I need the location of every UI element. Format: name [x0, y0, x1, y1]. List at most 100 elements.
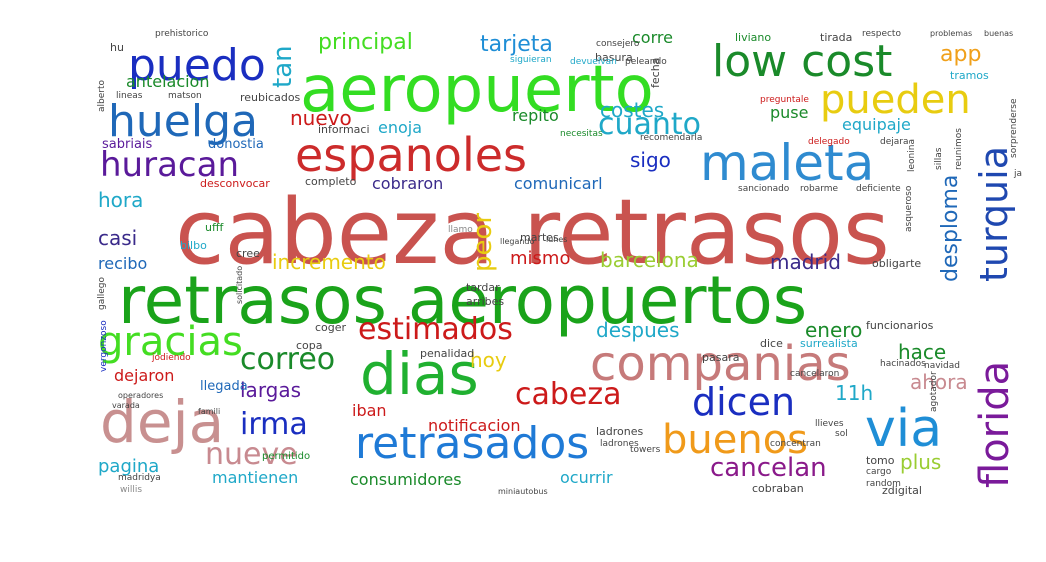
word: operadores	[118, 391, 164, 400]
word: tramos	[950, 69, 989, 82]
word: cobraban	[752, 482, 804, 495]
word: dice	[760, 337, 783, 350]
word: sigo	[630, 148, 671, 172]
word: leonina	[907, 139, 917, 172]
word: cuanto	[598, 107, 702, 142]
word: huracan	[100, 145, 239, 185]
word: 11h	[835, 381, 874, 405]
word: mismo	[510, 248, 571, 269]
word: ufff	[205, 221, 224, 234]
word: penalidad	[420, 347, 475, 360]
word: lineas	[116, 91, 143, 101]
word: sol	[835, 429, 848, 439]
word: huelga	[108, 96, 258, 147]
word: sorprenderse	[1009, 98, 1019, 158]
word: dicen	[692, 380, 796, 424]
word: maleta	[700, 134, 875, 192]
word: siguieran	[510, 55, 552, 65]
word: funcionarios	[866, 319, 934, 332]
word: enero	[805, 318, 863, 342]
word: reubicados	[240, 91, 301, 104]
word: peor	[468, 212, 498, 272]
word: peleando	[625, 57, 667, 67]
word: delegado	[808, 137, 850, 147]
word: sillas	[934, 147, 944, 170]
word: pasara	[702, 351, 740, 364]
word: hace	[898, 340, 947, 364]
word: retrasos aeropuertos	[118, 262, 808, 339]
word: recomendarla	[640, 133, 703, 143]
word: costes	[600, 98, 665, 122]
word: matson	[168, 91, 202, 101]
word: puedo	[128, 40, 266, 91]
word: via	[865, 399, 943, 459]
word: barcelona	[600, 248, 699, 272]
word: solicitado	[235, 265, 244, 304]
word: informaci	[318, 123, 370, 136]
word: tan	[268, 45, 298, 88]
word: tarjeta	[480, 32, 553, 57]
word: random	[866, 479, 901, 489]
word: lunes	[546, 235, 568, 244]
word: deficiente	[856, 184, 901, 194]
word: vergonzoso	[99, 320, 109, 372]
word: repito	[512, 106, 559, 125]
word: iban	[352, 401, 387, 420]
word: nuevo	[290, 106, 352, 130]
word: consumidores	[350, 470, 462, 489]
word: copa	[296, 339, 323, 352]
word: despues	[596, 318, 680, 342]
word: casi	[98, 226, 138, 250]
word: liviano	[735, 31, 772, 44]
word: donostia	[208, 137, 264, 152]
word: comunicarl	[514, 174, 603, 193]
word: llegada	[200, 379, 248, 394]
word: navidad	[924, 361, 960, 371]
word: respecto	[862, 29, 901, 39]
word: martes	[520, 231, 559, 244]
word: companias	[590, 336, 851, 392]
word: madrid	[770, 250, 841, 274]
word: preguntale	[760, 95, 809, 105]
word: dias	[360, 340, 479, 408]
word: plus	[900, 450, 942, 474]
word: arribes	[466, 295, 505, 308]
word: hora	[98, 188, 144, 212]
word: agotador	[929, 371, 939, 412]
word: app	[940, 42, 982, 67]
word: estimados	[358, 312, 513, 347]
word: robarme	[800, 184, 839, 194]
word: coger	[315, 321, 347, 334]
word: llegando	[500, 237, 535, 246]
word: correo	[240, 342, 336, 377]
word: hoy	[470, 348, 507, 372]
word: zdigital	[882, 484, 922, 497]
word: jodiendo	[152, 353, 191, 363]
word: cree	[236, 247, 260, 260]
word: bilbo	[180, 239, 207, 252]
word: hacinados	[880, 359, 926, 369]
word: basura	[595, 51, 633, 64]
word: dejaron	[114, 366, 175, 385]
word: cancelan	[710, 453, 827, 483]
word: largas	[240, 378, 302, 402]
word: sabriais	[102, 137, 153, 152]
word: gracias	[98, 319, 243, 365]
word: willis	[120, 485, 143, 495]
word: principal	[318, 30, 413, 55]
word: llamo	[448, 225, 473, 235]
word: reunimos	[954, 128, 964, 170]
word: madridya	[118, 473, 161, 483]
word: cabeza retrasos	[175, 180, 890, 285]
word: prehistorico	[155, 29, 209, 39]
word: necesitas	[560, 129, 603, 139]
word: problemas	[930, 29, 973, 38]
word: ahora	[910, 370, 968, 394]
word: devuelvan	[570, 57, 617, 67]
word: corre	[632, 28, 673, 47]
word: espanoles	[295, 128, 527, 182]
word: antelacion	[126, 72, 210, 91]
word: consejero	[596, 39, 640, 49]
word: pueden	[820, 77, 971, 123]
